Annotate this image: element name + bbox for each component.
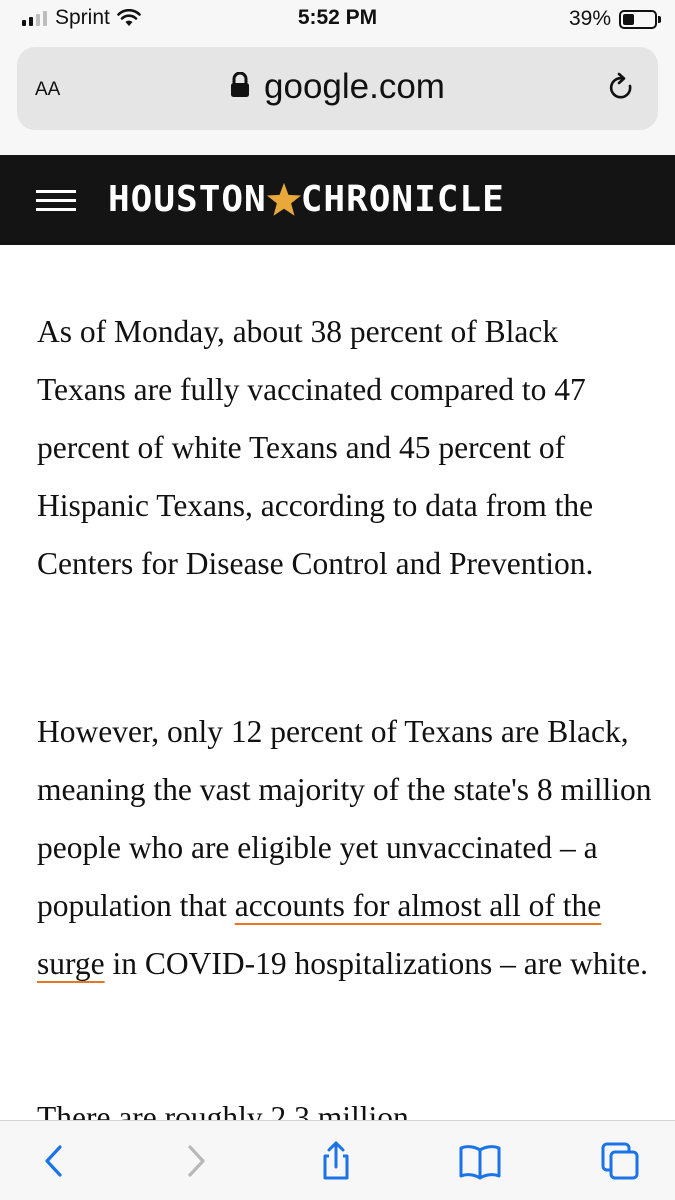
article-paragraph-2: However, only 12 percent of Texans are B… <box>37 703 652 993</box>
battery-group: 39% <box>569 7 661 31</box>
browser-toolbar <box>0 1120 675 1200</box>
text-size-button[interactable]: AA <box>35 73 60 102</box>
battery-tip <box>658 15 661 23</box>
text-size-label: AA <box>35 79 61 100</box>
signal-icon <box>22 10 47 26</box>
carrier-name: Sprint <box>55 6 110 29</box>
logo-houston: HOUSTON <box>108 179 267 220</box>
browser-chrome: AA google.com <box>0 38 675 155</box>
article-body: As of Monday, about 38 percent of Black … <box>0 245 675 1120</box>
paragraph-2-text-start: However, only 12 percent of Texans are B… <box>37 714 652 923</box>
article-paragraph-1: As of Monday, about 38 percent of Black … <box>37 314 594 581</box>
site-header: HOUSTON CHRONICLE <box>0 155 675 245</box>
battery-icon <box>619 9 657 29</box>
forward-icon[interactable] <box>176 1141 216 1181</box>
wifi-icon <box>117 9 141 26</box>
battery-percent: 39% <box>568 7 611 30</box>
address-bar[interactable]: AA google.com <box>17 47 658 130</box>
hamburger-icon[interactable] <box>36 190 76 212</box>
url-display[interactable]: google.com <box>17 67 658 107</box>
bookmarks-icon[interactable] <box>458 1141 502 1181</box>
tabs-icon[interactable] <box>600 1141 640 1181</box>
clock: 5:52 PM <box>297 6 378 29</box>
url-text: google.com <box>264 67 445 106</box>
site-logo[interactable]: HOUSTON CHRONICLE <box>108 179 505 220</box>
status-bar: Sprint 5:52 PM 39% <box>0 0 675 38</box>
logo-star-icon <box>266 182 301 216</box>
carrier-group: Sprint <box>22 6 141 30</box>
back-icon[interactable] <box>34 1141 74 1181</box>
surge-link[interactable]: accounts for almost all of the surge <box>37 888 602 981</box>
share-icon[interactable] <box>316 1141 356 1181</box>
reload-icon[interactable] <box>608 72 636 104</box>
paragraph-2-text-end: in COVID-19 hospitalizations – are white… <box>104 946 648 981</box>
article-paragraph-3-partial: There are roughly 2.3 million <box>37 1100 409 1120</box>
logo-chronicle: CHRONICLE <box>300 179 505 220</box>
lock-icon <box>231 71 250 97</box>
